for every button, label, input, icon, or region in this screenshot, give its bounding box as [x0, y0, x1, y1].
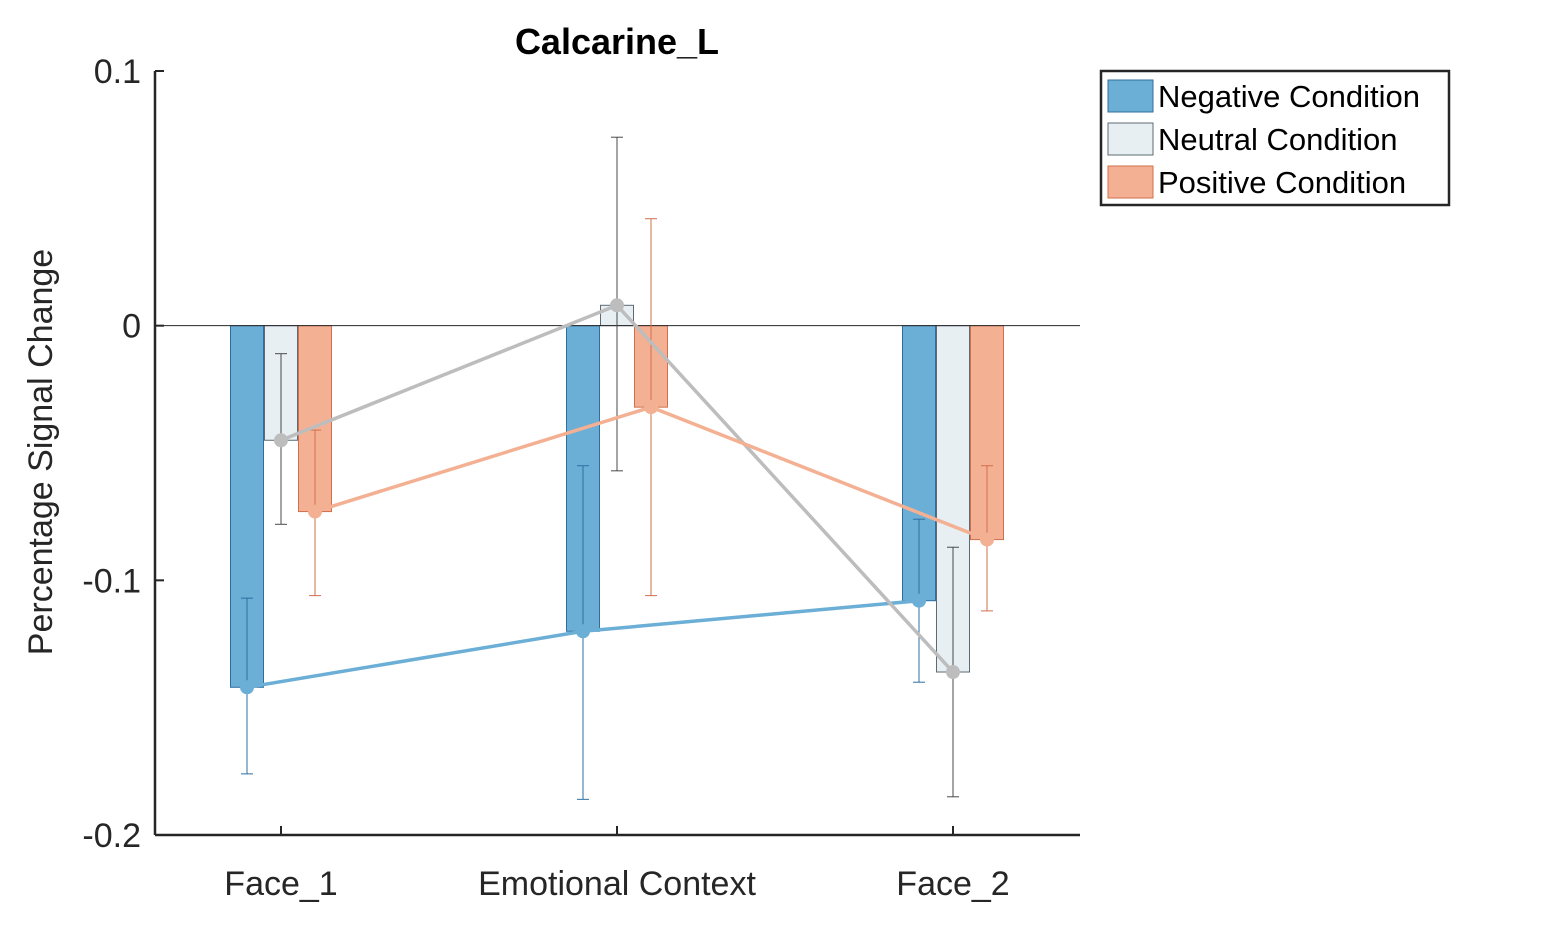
- chart-title: Calcarine_L: [515, 21, 719, 62]
- point-1-2: [946, 665, 960, 680]
- legend-swatch-1: [1107, 122, 1154, 156]
- legend-swatch-0: [1107, 79, 1154, 113]
- x-tick-label: Emotional Context: [478, 865, 756, 903]
- point-2-1: [644, 400, 658, 415]
- legend: Negative Condition Neutral Condition Posit…: [1099, 69, 1451, 207]
- point-2-2: [980, 532, 994, 547]
- y-tick-label: -0.2: [82, 817, 141, 855]
- y-tick-label: 0: [122, 308, 141, 346]
- point-0-2: [912, 593, 926, 608]
- legend-box: [1099, 69, 1451, 207]
- plot-area: [155, 136, 1080, 800]
- y-tick-label: 0.1: [94, 53, 141, 91]
- point-1-1: [610, 298, 624, 313]
- y-tick-label: -0.1: [82, 562, 141, 600]
- legend-label: Positive Condition: [1158, 165, 1406, 200]
- point-1-0: [274, 433, 288, 448]
- legend-label: Neutral Condition: [1158, 122, 1398, 157]
- y-axis-label: Percentage Signal Change: [22, 249, 60, 655]
- axes: Calcarine_L Percentage Signal Change 0.1…: [22, 21, 1080, 903]
- point-0-0: [240, 680, 254, 695]
- x-tick-label: Face_2: [896, 865, 1009, 903]
- legend-swatch-2: [1107, 165, 1154, 199]
- x-tick-label: Face_1: [224, 865, 337, 903]
- point-2-0: [308, 504, 322, 519]
- legend-label: Negative Condition: [1158, 79, 1420, 114]
- point-0-1: [576, 624, 590, 639]
